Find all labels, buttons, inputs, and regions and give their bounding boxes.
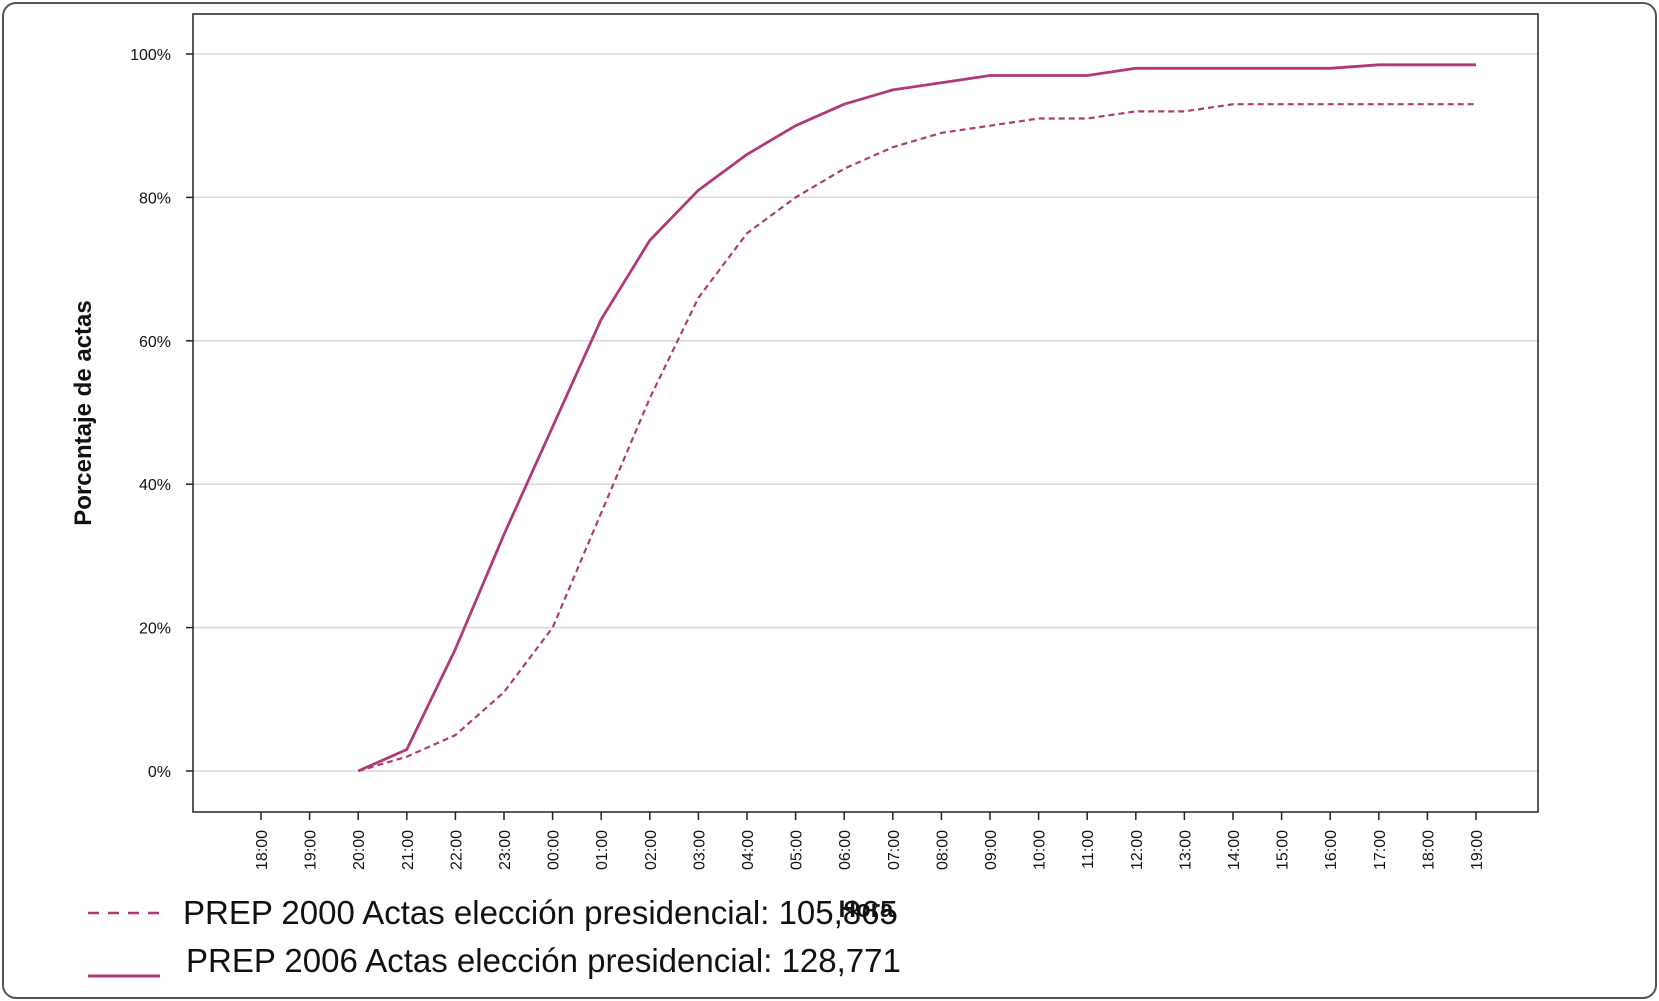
y-axis: 0% 20% 40% 60% 80% 100% (130, 47, 193, 781)
x-tick-label: 19:00 (1469, 830, 1486, 870)
y-tick-label: 40% (139, 477, 171, 494)
y-tick-label: 60% (139, 334, 171, 351)
y-tick-label: 100% (130, 47, 171, 64)
x-tick-label: 04:00 (740, 830, 757, 870)
x-tick-label: 21:00 (400, 830, 417, 870)
x-tick-label: 02:00 (643, 830, 660, 870)
x-tick-label: 08:00 (934, 830, 951, 870)
legend: PREP 2000 Actas elección presidencial: 1… (88, 894, 901, 979)
y-tick-label: 80% (139, 190, 171, 207)
x-tick-label: 20:00 (351, 830, 368, 870)
x-tick-label: 01:00 (594, 830, 611, 870)
series-line-prep-2006 (357, 63, 1476, 773)
x-tick-label: 06:00 (837, 830, 854, 870)
y-axis-title: Porcentaje de actas (70, 300, 97, 525)
y-tick-label: 0% (148, 764, 171, 781)
gridlines (193, 53, 1538, 772)
series-line-prep-2000 (357, 103, 1476, 773)
x-tick-label: 18:00 (1420, 830, 1437, 870)
x-tick-label: 11:00 (1080, 830, 1097, 869)
x-tick-label: 17:00 (1372, 830, 1389, 870)
x-tick-label: 14:00 (1226, 830, 1243, 870)
x-tick-label: 23:00 (497, 830, 514, 870)
x-tick-label: 05:00 (789, 830, 806, 870)
x-tick-label: 07:00 (886, 830, 903, 870)
x-axis: 18:00 19:00 20:00 21:00 22:00 23:00 00:00 01:00… (254, 812, 1486, 870)
y-tick-label: 20% (139, 621, 171, 638)
x-tick-label: 15:00 (1275, 830, 1292, 870)
series-lines (357, 63, 1476, 773)
x-tick-label: 03:00 (691, 830, 708, 870)
legend-label: PREP 2000 Actas elección presidencial: 1… (183, 894, 898, 931)
legend-label: PREP 2006 Actas elección presidencial: 1… (186, 942, 901, 979)
x-tick-label: 10:00 (1032, 830, 1049, 870)
x-tick-label: 00:00 (546, 830, 563, 870)
x-tick-label: 18:00 (254, 830, 271, 870)
x-tick-label: 22:00 (448, 830, 465, 870)
x-tick-label: 12:00 (1129, 830, 1146, 870)
x-tick-label: 09:00 (983, 830, 1000, 870)
x-tick-label: 16:00 (1323, 830, 1340, 870)
x-axis-title: Hora (839, 896, 894, 923)
plot-area (192, 13, 1539, 813)
x-tick-label: 19:00 (303, 830, 320, 870)
x-tick-label: 13:00 (1177, 830, 1194, 870)
